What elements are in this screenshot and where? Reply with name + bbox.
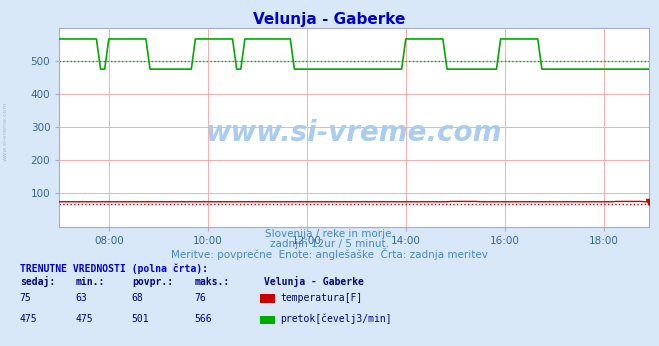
Text: 68: 68 [132, 293, 144, 303]
Text: pretok[čevelj3/min]: pretok[čevelj3/min] [280, 313, 391, 324]
Text: 566: 566 [194, 314, 212, 324]
Text: maks.:: maks.: [194, 277, 229, 288]
Text: povpr.:: povpr.: [132, 277, 173, 288]
Text: sedaj:: sedaj: [20, 276, 55, 288]
Text: 475: 475 [76, 314, 94, 324]
Text: 76: 76 [194, 293, 206, 303]
Text: TRENUTNE VREDNOSTI (polna črta):: TRENUTNE VREDNOSTI (polna črta): [20, 263, 208, 274]
Text: Velunja - Gaberke: Velunja - Gaberke [264, 276, 364, 288]
Text: min.:: min.: [76, 277, 105, 288]
Text: www.si-vreme.com: www.si-vreme.com [206, 119, 502, 147]
Text: Meritve: povprečne  Enote: anglešaške  Črta: zadnja meritev: Meritve: povprečne Enote: anglešaške Črt… [171, 248, 488, 260]
Text: Slovenija / reke in morje.: Slovenija / reke in morje. [264, 229, 395, 239]
Text: Velunja - Gaberke: Velunja - Gaberke [253, 12, 406, 27]
Text: 475: 475 [20, 314, 38, 324]
Text: www.si-vreme.com: www.si-vreme.com [3, 102, 8, 161]
Text: 63: 63 [76, 293, 88, 303]
Text: temperatura[F]: temperatura[F] [280, 293, 362, 303]
Text: zadnjih 12ur / 5 minut.: zadnjih 12ur / 5 minut. [270, 239, 389, 249]
Text: 501: 501 [132, 314, 150, 324]
Text: 75: 75 [20, 293, 32, 303]
